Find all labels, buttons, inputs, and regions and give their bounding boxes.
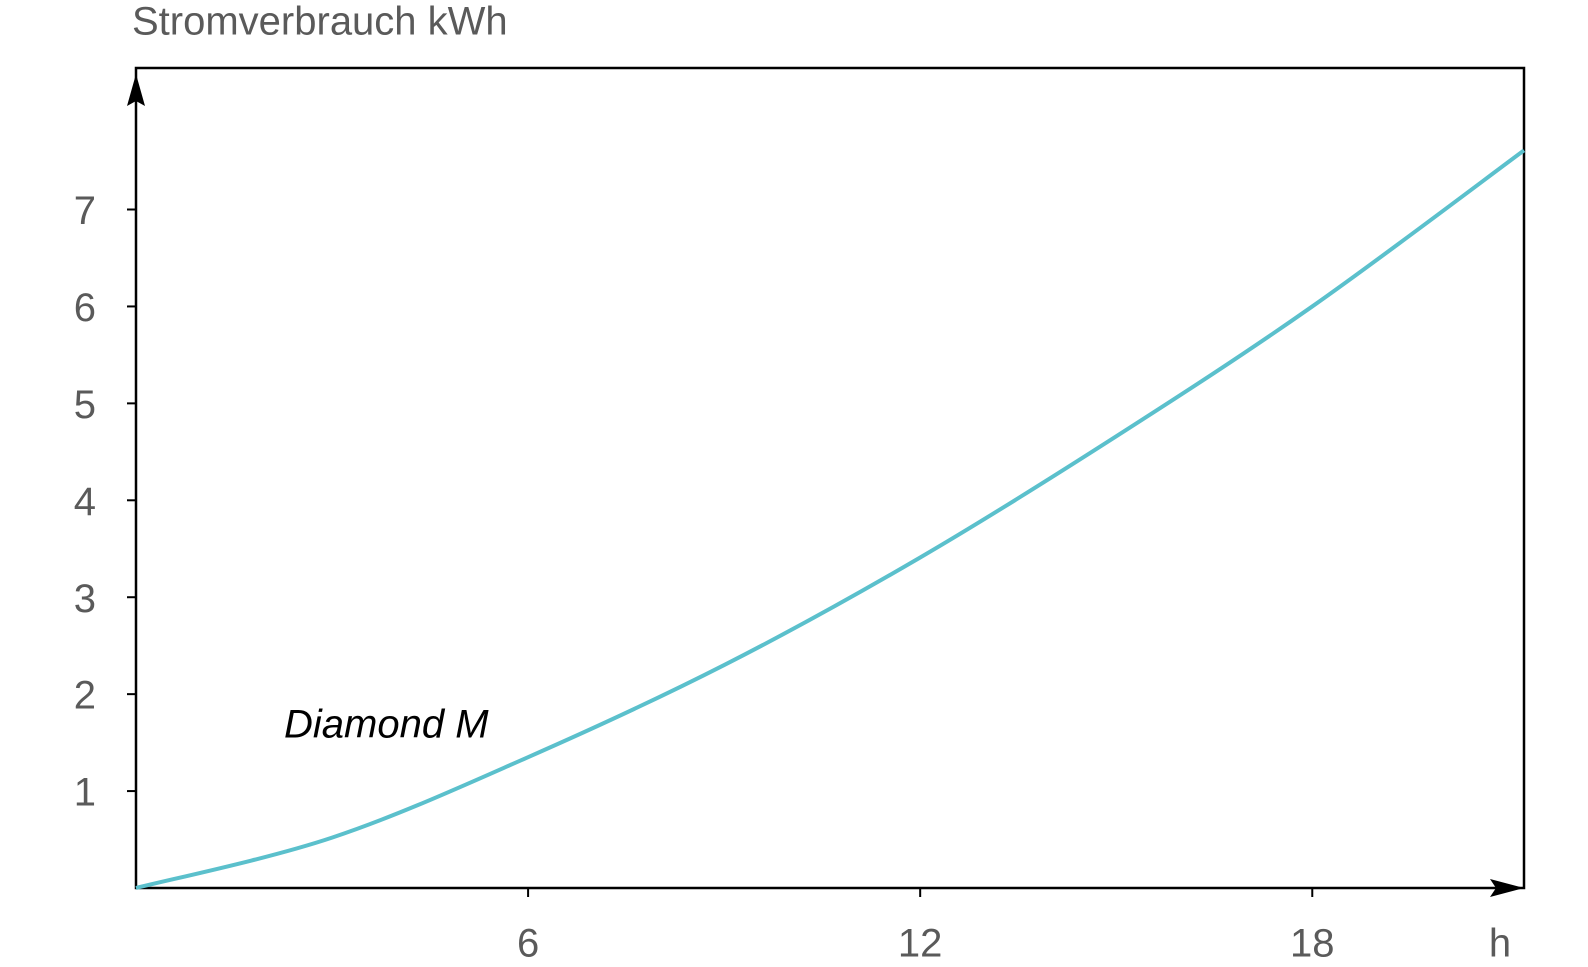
data-line xyxy=(135,148,1526,890)
plot-frame xyxy=(134,66,1526,890)
y-tick-label: 6 xyxy=(74,286,96,330)
x-axis-arrow xyxy=(1490,879,1524,897)
y-tick-label: 4 xyxy=(74,480,96,524)
x-tick-label: 18 xyxy=(1290,922,1335,966)
y-axis-label: Stromverbrauch kWh xyxy=(132,0,508,44)
y-tick-label: 7 xyxy=(74,189,96,233)
x-tick-label: 12 xyxy=(898,922,943,966)
y-tick-label: 5 xyxy=(74,383,96,427)
y-tick-label: 3 xyxy=(74,577,96,621)
x-tick-label: 6 xyxy=(517,922,539,966)
x-axis-label: h xyxy=(1489,922,1511,966)
y-tick-label: 1 xyxy=(74,771,96,815)
y-axis-arrow xyxy=(127,74,145,106)
y-tick-label: 2 xyxy=(74,674,96,718)
series-label: Diamond M xyxy=(284,703,489,747)
